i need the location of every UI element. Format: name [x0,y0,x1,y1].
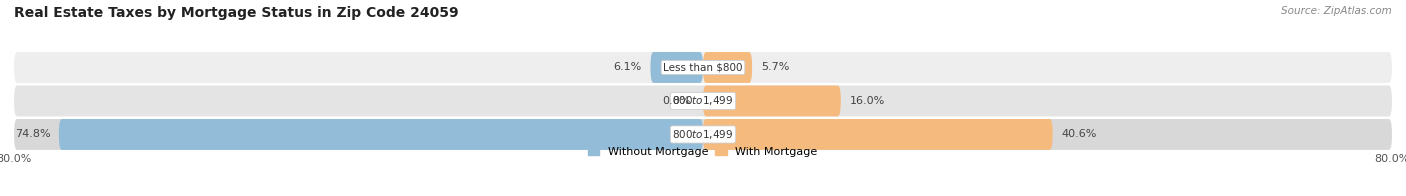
FancyBboxPatch shape [703,119,1053,150]
FancyBboxPatch shape [14,119,1392,150]
Text: 6.1%: 6.1% [613,63,643,73]
Text: $800 to $1,499: $800 to $1,499 [672,128,734,141]
Text: Real Estate Taxes by Mortgage Status in Zip Code 24059: Real Estate Taxes by Mortgage Status in … [14,6,458,20]
Text: Source: ZipAtlas.com: Source: ZipAtlas.com [1281,6,1392,16]
Text: 0.0%: 0.0% [662,96,690,106]
Legend: Without Mortgage, With Mortgage: Without Mortgage, With Mortgage [588,147,818,157]
FancyBboxPatch shape [703,52,752,83]
Text: 74.8%: 74.8% [14,130,51,140]
FancyBboxPatch shape [14,52,1392,83]
Text: 40.6%: 40.6% [1062,130,1097,140]
FancyBboxPatch shape [651,52,703,83]
Text: 5.7%: 5.7% [761,63,789,73]
Text: $800 to $1,499: $800 to $1,499 [672,94,734,107]
Text: Less than $800: Less than $800 [664,63,742,73]
FancyBboxPatch shape [14,85,1392,116]
FancyBboxPatch shape [703,85,841,116]
FancyBboxPatch shape [59,119,703,150]
Text: 16.0%: 16.0% [849,96,884,106]
